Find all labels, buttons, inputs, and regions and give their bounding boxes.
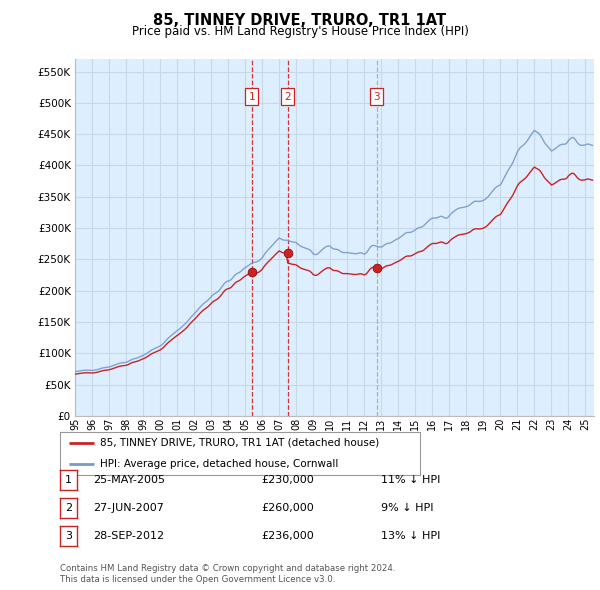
Point bbox=[372, 264, 382, 273]
Text: 28-SEP-2012: 28-SEP-2012 bbox=[93, 532, 164, 541]
Text: 2: 2 bbox=[284, 91, 291, 101]
Text: 25-MAY-2005: 25-MAY-2005 bbox=[93, 475, 165, 484]
Text: Contains HM Land Registry data © Crown copyright and database right 2024.: Contains HM Land Registry data © Crown c… bbox=[60, 565, 395, 573]
Text: HPI: Average price, detached house, Cornwall: HPI: Average price, detached house, Corn… bbox=[100, 459, 338, 469]
Text: 1: 1 bbox=[65, 475, 72, 484]
Text: Price paid vs. HM Land Registry's House Price Index (HPI): Price paid vs. HM Land Registry's House … bbox=[131, 25, 469, 38]
Text: 11% ↓ HPI: 11% ↓ HPI bbox=[381, 475, 440, 484]
Text: 3: 3 bbox=[65, 532, 72, 541]
Text: 85, TINNEY DRIVE, TRURO, TR1 1AT: 85, TINNEY DRIVE, TRURO, TR1 1AT bbox=[154, 13, 446, 28]
Point bbox=[283, 248, 292, 258]
Text: 27-JUN-2007: 27-JUN-2007 bbox=[93, 503, 164, 513]
Text: 13% ↓ HPI: 13% ↓ HPI bbox=[381, 532, 440, 541]
Text: 1: 1 bbox=[248, 91, 255, 101]
Text: 9% ↓ HPI: 9% ↓ HPI bbox=[381, 503, 433, 513]
Text: 3: 3 bbox=[374, 91, 380, 101]
Text: This data is licensed under the Open Government Licence v3.0.: This data is licensed under the Open Gov… bbox=[60, 575, 335, 584]
Point bbox=[247, 267, 256, 277]
Text: £230,000: £230,000 bbox=[261, 475, 314, 484]
Text: £260,000: £260,000 bbox=[261, 503, 314, 513]
Text: £236,000: £236,000 bbox=[261, 532, 314, 541]
Text: 2: 2 bbox=[65, 503, 72, 513]
Text: 85, TINNEY DRIVE, TRURO, TR1 1AT (detached house): 85, TINNEY DRIVE, TRURO, TR1 1AT (detach… bbox=[100, 438, 379, 448]
